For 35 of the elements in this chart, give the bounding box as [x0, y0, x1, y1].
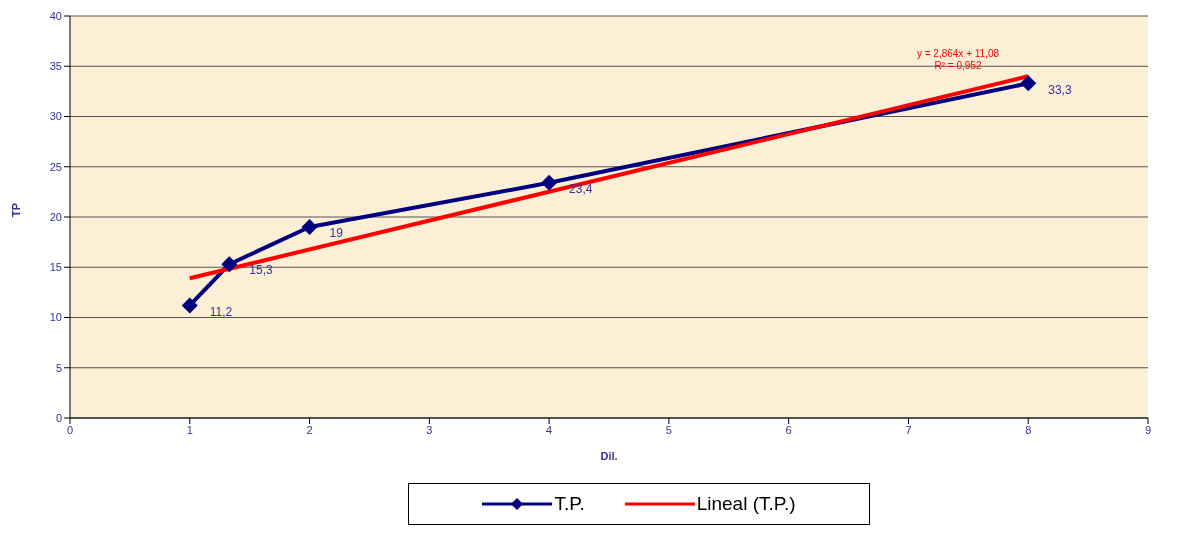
legend-label: Lineal (T.P.): [696, 493, 796, 515]
y-tick-label: 5: [55, 361, 62, 374]
point: [301, 219, 318, 236]
x-tick-label: 9: [1144, 423, 1152, 436]
data-label: 23,4: [569, 182, 593, 197]
x-axis-title: Dil.: [600, 450, 618, 462]
y-tick-label: 30: [49, 110, 62, 123]
x-tick-label: 3: [426, 423, 433, 436]
x-tick-label: 0: [66, 423, 74, 436]
y-tick-label: 35: [49, 60, 62, 73]
point: [221, 256, 238, 273]
legend-label: T.P.: [554, 493, 585, 515]
x-tick-label: 8: [1025, 423, 1032, 436]
x-tick-label: 4: [546, 423, 553, 436]
y-tick-label: 40: [49, 9, 62, 22]
data-label: 33,3: [1048, 82, 1072, 97]
x-tick-label: 7: [905, 423, 912, 436]
y-tick-label: 10: [49, 311, 62, 324]
y-tick-label: 25: [49, 160, 62, 173]
data-label: 11,2: [209, 304, 233, 319]
y-tick-label: 0: [55, 411, 62, 424]
x-tick-label: 1: [186, 423, 193, 436]
x-tick-label: 5: [665, 423, 672, 436]
point: [541, 174, 558, 191]
annotation: y = 2,864x + 11,08: [916, 48, 1000, 59]
y-axis-title: TP: [9, 202, 22, 217]
x-tick-label: 6: [785, 423, 792, 436]
point: [1020, 75, 1037, 92]
y-tick-label: 20: [49, 210, 62, 223]
x-tick-label: 2: [306, 423, 313, 436]
data-label: 19: [329, 226, 344, 241]
annotation: R² = 0,952: [934, 60, 982, 71]
y-tick-label: 15: [49, 261, 62, 274]
point: [181, 297, 198, 314]
data-label: 15,3: [249, 263, 273, 278]
